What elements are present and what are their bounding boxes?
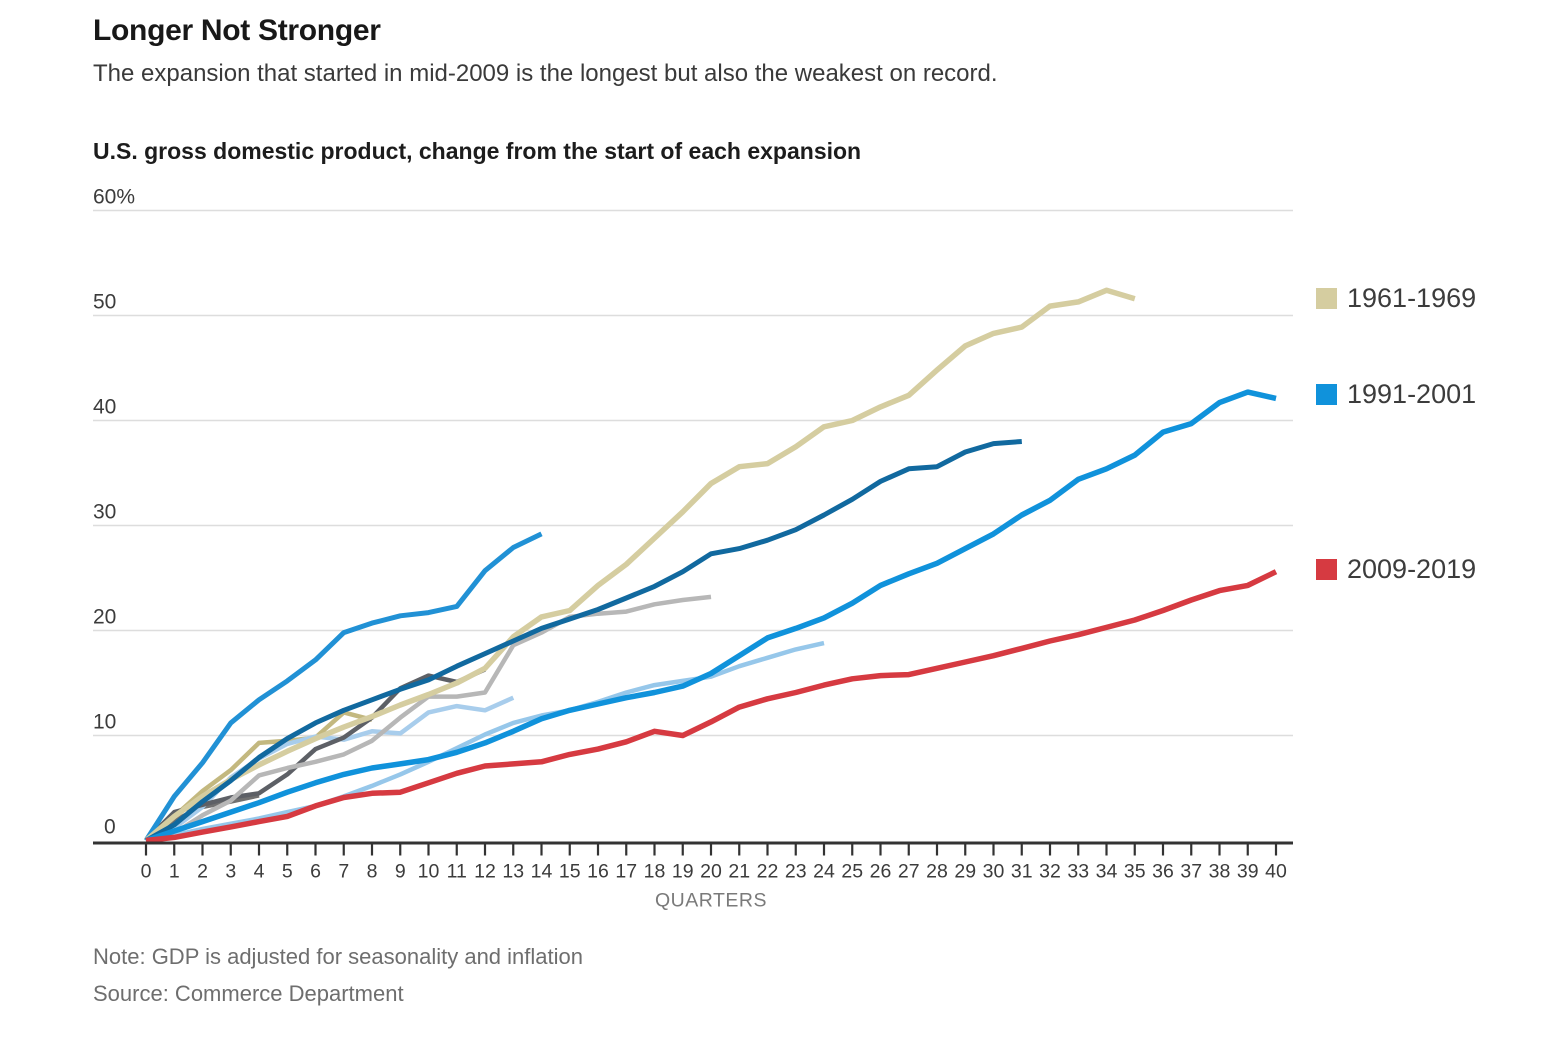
x-axis-label-13: 13 (502, 861, 524, 883)
series-line-1961-1969 (144, 287, 1136, 843)
x-axis-label-0: 0 (141, 861, 152, 883)
legend-label: 1991-2001 (1347, 379, 1477, 409)
page-subtitle: The expansion that started in mid-2009 i… (93, 60, 998, 87)
x-axis-label-2: 2 (197, 861, 208, 883)
x-axis-label-7: 7 (338, 861, 349, 883)
y-axis-label-20: 20 (93, 606, 116, 629)
series-line-1982-1990 (144, 439, 1022, 843)
chart-legend: 1961-1969 1991-2001 2009-2019 (1316, 0, 1546, 700)
x-axis-label-20: 20 (700, 861, 722, 883)
legend-label: 1961-1969 (1347, 283, 1477, 313)
x-axis-label-8: 8 (367, 861, 378, 883)
legend-item-2009-2019: 2009-2019 (1316, 554, 1476, 585)
y-axis-label-10: 10 (93, 711, 116, 734)
x-axis-label-10: 10 (418, 861, 440, 883)
y-axis-label-50: 50 (93, 291, 116, 314)
series-line-1991-2001 (145, 389, 1277, 844)
y-axis-label-60: 60% (93, 186, 135, 209)
x-axis-label-35: 35 (1124, 861, 1146, 883)
x-axis-label-29: 29 (954, 861, 976, 883)
series-line-2001-2007 (145, 640, 825, 843)
y-axis-label-30: 30 (93, 501, 116, 524)
x-axis-label-14: 14 (531, 861, 553, 883)
x-axis-label-33: 33 (1067, 861, 1089, 883)
x-axis-label-25: 25 (841, 861, 863, 883)
x-axis-label-37: 37 (1180, 861, 1202, 883)
x-axis-label-39: 39 (1237, 861, 1259, 883)
x-axis-label-24: 24 (813, 861, 835, 883)
series-line-2009-2019 (145, 569, 1278, 844)
x-axis-label-21: 21 (728, 861, 750, 883)
x-axis-label-3: 3 (225, 861, 236, 883)
x-axis-label-30: 30 (983, 861, 1005, 883)
x-axis-label-4: 4 (254, 861, 265, 883)
x-axis-label-28: 28 (926, 861, 948, 883)
legend-swatch-1991-2001-icon (1316, 384, 1337, 405)
page-title: Longer Not Stronger (93, 14, 381, 47)
x-axis-label-27: 27 (898, 861, 920, 883)
x-axis-label-1: 1 (169, 861, 180, 883)
chart-note: Note: GDP is adjusted for seasonality an… (93, 944, 583, 969)
legend-swatch-2009-2019-icon (1316, 559, 1337, 580)
x-axis-label-12: 12 (474, 861, 496, 883)
series-line-1949-1953 (143, 531, 543, 842)
x-axis-label-15: 15 (559, 861, 581, 883)
legend-label: 2009-2019 (1347, 554, 1477, 584)
x-axis-label-9: 9 (395, 861, 406, 883)
x-axis-label-17: 17 (615, 861, 637, 883)
x-axis-label-18: 18 (644, 861, 666, 883)
y-axis-label-40: 40 (93, 396, 116, 419)
series-line-1975-1980 (145, 594, 712, 843)
x-axis-label-26: 26 (870, 861, 892, 883)
x-axis-title: QUARTERS (655, 890, 767, 912)
x-axis-label-22: 22 (757, 861, 779, 883)
x-axis-label-23: 23 (785, 861, 807, 883)
x-axis-label-5: 5 (282, 861, 293, 883)
chart-heading: U.S. gross domestic product, change from… (93, 138, 862, 164)
x-axis-label-31: 31 (1011, 861, 1033, 883)
y-axis-label-0: 0 (104, 816, 116, 839)
chart-source: Source: Commerce Department (93, 981, 404, 1006)
legend-item-1961-1969: 1961-1969 (1316, 283, 1476, 314)
x-axis-label-11: 11 (447, 861, 467, 883)
x-axis-label-40: 40 (1265, 861, 1287, 883)
x-axis-label-16: 16 (587, 861, 609, 883)
x-axis-label-36: 36 (1152, 861, 1174, 883)
x-axis-label-19: 19 (672, 861, 694, 883)
x-axis-label-32: 32 (1039, 861, 1061, 883)
legend-item-1991-2001: 1991-2001 (1316, 379, 1476, 410)
x-axis-label-38: 38 (1209, 861, 1231, 883)
legend-swatch-1961-1969-icon (1316, 288, 1337, 309)
x-axis-label-6: 6 (310, 861, 321, 883)
x-axis-label-34: 34 (1096, 861, 1118, 883)
